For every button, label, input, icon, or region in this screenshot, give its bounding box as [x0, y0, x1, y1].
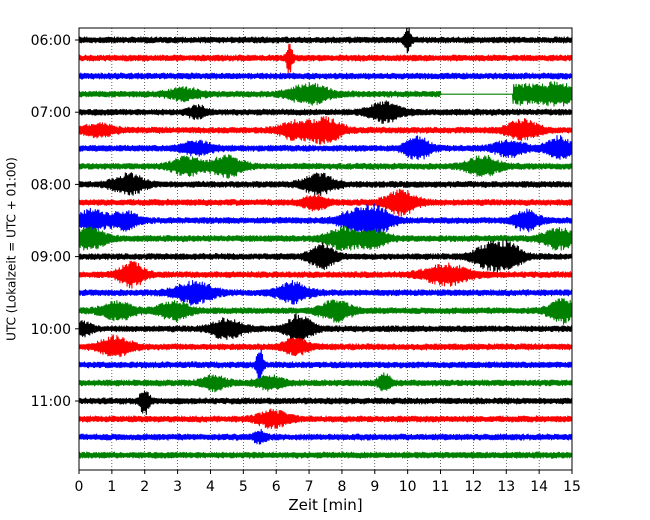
x-tick-label-0: 0	[75, 479, 84, 495]
trace-0700	[78, 100, 573, 124]
trace-1000	[78, 313, 573, 345]
x-tick-label-5: 5	[239, 479, 248, 495]
x-tick-label-1: 1	[107, 479, 116, 495]
x-tick-label-10: 10	[399, 479, 417, 495]
x-tick-label-9: 9	[370, 479, 379, 495]
x-tick-label-7: 7	[305, 479, 314, 495]
trace-0630	[78, 72, 573, 80]
x-tick-label-8: 8	[337, 479, 346, 495]
trace-1030	[78, 349, 573, 384]
x-tick-label-2: 2	[140, 479, 149, 495]
trace-0745	[78, 154, 573, 179]
seismogram-traces	[78, 27, 573, 459]
trace-1015	[78, 334, 573, 358]
trace-1115	[78, 408, 573, 429]
trace-1100	[78, 390, 573, 416]
x-axis-ticks: 0 1 2 3 4 5 6 7 8 9 10 11 12 13 14 15	[75, 470, 581, 495]
trace-1145	[78, 451, 573, 459]
y-tick-label-3: 09:00	[31, 250, 71, 266]
plot-frame	[78, 27, 573, 471]
y-tick-label-1: 07:00	[31, 105, 71, 121]
trace-0930	[78, 279, 573, 306]
y-axis-ticks: 06:00 07:00 08:00 09:00 10:00 11:00	[31, 33, 79, 410]
trace-0915	[78, 260, 573, 289]
x-tick-label-12: 12	[464, 479, 482, 495]
trace-0715	[78, 115, 573, 145]
y-tick-label-0: 06:00	[31, 33, 71, 49]
trace-0615	[78, 43, 573, 74]
x-tick-label-15: 15	[563, 479, 581, 495]
trace-0645	[78, 81, 573, 107]
trace-0800	[78, 172, 573, 197]
trace-0845	[78, 225, 573, 252]
trace-0945	[78, 297, 573, 325]
trace-0830	[78, 203, 573, 237]
x-tick-label-6: 6	[272, 479, 281, 495]
x-tick-label-11: 11	[432, 479, 450, 495]
y-tick-label-2: 08:00	[31, 177, 71, 193]
x-tick-label-13: 13	[497, 479, 515, 495]
trace-0815	[78, 188, 573, 217]
trace-1130	[78, 428, 573, 445]
x-tick-label-4: 4	[206, 479, 215, 495]
trace-0900	[78, 239, 573, 274]
y-tick-label-4: 10:00	[31, 322, 71, 338]
x-tick-label-14: 14	[530, 479, 548, 495]
y-tick-label-5: 11:00	[31, 394, 71, 410]
trace-0730	[78, 135, 573, 161]
x-axis-label: Zeit [min]	[288, 496, 362, 514]
trace-0600	[78, 27, 573, 54]
trace-1045	[78, 372, 573, 393]
x-tick-label-3: 3	[173, 479, 182, 495]
y-axis-label: UTC (Lokalzeit = UTC + 01:00)	[5, 157, 19, 341]
